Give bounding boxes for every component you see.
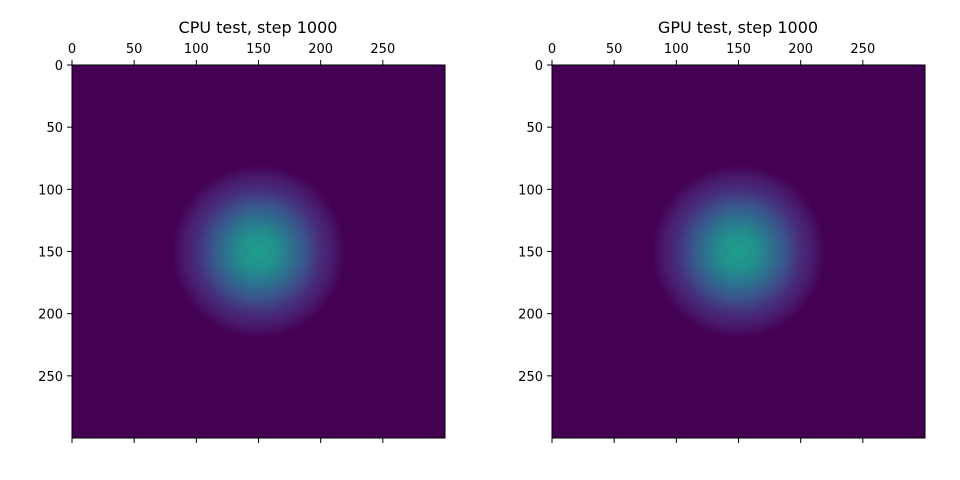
gpu-chart-title: GPU test, step 1000 xyxy=(658,18,818,37)
gpu-y-ticks: 0 50 100 150 200 250 xyxy=(518,59,552,385)
gpu-x-tick-label-250: 250 xyxy=(850,42,875,57)
cpu-y-tick-label-50: 50 xyxy=(46,121,63,136)
gpu-y-tick-label-0: 0 xyxy=(535,59,543,74)
cpu-x-tick-label-200: 200 xyxy=(308,42,333,57)
gpu-x-ticks-top: 0 50 100 150 200 250 xyxy=(548,42,875,65)
gpu-x-tick-label-0: 0 xyxy=(548,42,556,57)
gpu-heatmap-panel: GPU test, step 1000 0 50 100 150 200 250 0 50 1… xyxy=(518,18,926,443)
cpu-x-tick-label-50: 50 xyxy=(126,42,143,57)
cpu-heatmap-panel: CPU test, step 1000 0 50 100 150 200 250 0 50 1… xyxy=(38,18,446,443)
gpu-x-tick-label-50: 50 xyxy=(606,42,623,57)
gpu-y-tick-label-250: 250 xyxy=(518,370,543,385)
cpu-x-tick-label-250: 250 xyxy=(370,42,395,57)
gpu-y-tick-label-150: 150 xyxy=(518,246,543,261)
cpu-y-tick-label-150: 150 xyxy=(38,246,63,261)
gpu-x-tick-label-200: 200 xyxy=(788,42,813,57)
cpu-x-tick-label-150: 150 xyxy=(246,42,271,57)
gpu-y-tick-label-50: 50 xyxy=(526,121,543,136)
cpu-y-tick-label-250: 250 xyxy=(38,370,63,385)
gpu-y-tick-label-200: 200 xyxy=(518,308,543,323)
cpu-y-tick-label-200: 200 xyxy=(38,308,63,323)
gpu-x-tick-label-100: 100 xyxy=(664,42,689,57)
cpu-x-ticks-bottom xyxy=(71,438,384,443)
cpu-chart-title: CPU test, step 1000 xyxy=(179,18,338,37)
cpu-gaussian-blob xyxy=(171,164,346,339)
cpu-y-ticks: 0 50 100 150 200 250 xyxy=(38,59,72,385)
cpu-y-tick-label-0: 0 xyxy=(55,59,63,74)
gpu-x-tick-label-150: 150 xyxy=(726,42,751,57)
cpu-x-ticks-top: 0 50 100 150 200 250 xyxy=(68,42,395,65)
cpu-y-tick-label-100: 100 xyxy=(38,183,63,198)
gpu-gaussian-blob xyxy=(651,164,826,339)
gpu-x-ticks-bottom xyxy=(551,438,864,443)
cpu-x-tick-label-100: 100 xyxy=(184,42,209,57)
cpu-x-tick-label-0: 0 xyxy=(68,42,76,57)
gpu-y-tick-label-100: 100 xyxy=(518,183,543,198)
